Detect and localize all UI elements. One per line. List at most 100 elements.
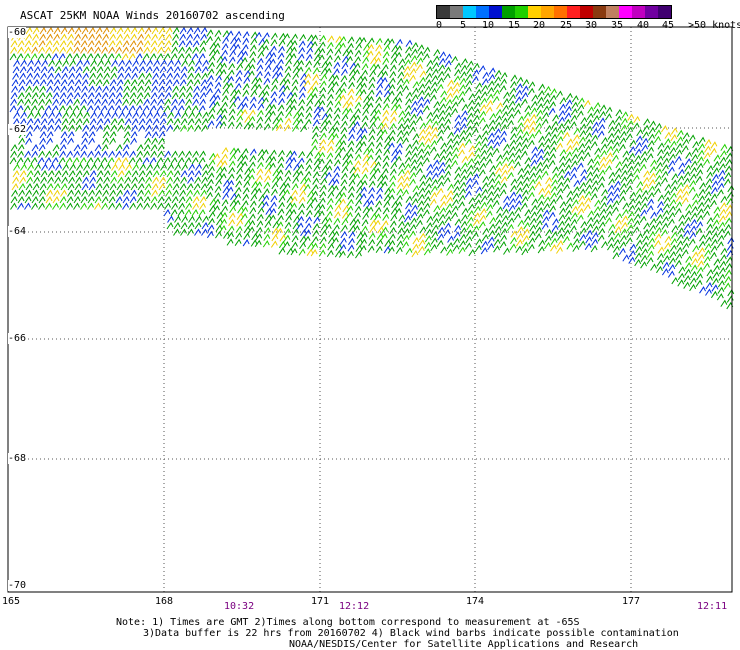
wind-barb xyxy=(396,129,404,138)
wind-barb xyxy=(242,187,250,195)
wind-barb xyxy=(670,133,678,142)
wind-barb xyxy=(480,195,488,203)
wind-barb xyxy=(223,75,230,83)
wind-barb xyxy=(405,195,413,203)
wind-barb xyxy=(96,124,103,132)
wind-barb xyxy=(227,173,235,181)
wind-barb xyxy=(143,98,150,106)
wind-barb xyxy=(39,131,47,139)
wind-barb xyxy=(670,179,678,187)
wind-barb xyxy=(355,36,363,44)
wind-barb xyxy=(417,89,425,98)
wind-barb xyxy=(452,94,459,103)
wind-barb xyxy=(250,37,258,46)
wind-barb xyxy=(697,156,704,164)
wind-barb xyxy=(311,242,319,250)
wind-barb xyxy=(515,245,523,253)
wind-barb xyxy=(104,163,111,171)
wind-barb xyxy=(257,103,265,111)
wind-barb xyxy=(409,67,417,76)
wind-barb xyxy=(451,159,458,168)
wind-barb xyxy=(132,163,139,171)
wind-barb xyxy=(131,124,138,132)
wind-barb xyxy=(136,92,144,100)
wind-barb xyxy=(712,264,720,273)
note-line-1: Note: 1) Times are GMT 2)Times along bot… xyxy=(116,617,580,628)
wind-barb xyxy=(649,224,656,232)
wind-barb xyxy=(346,101,354,109)
wind-barb xyxy=(600,201,607,210)
wind-barb xyxy=(171,196,179,204)
wind-barb xyxy=(713,206,721,214)
wind-barb xyxy=(503,195,510,203)
wind-barb xyxy=(465,229,473,237)
wind-barb xyxy=(10,150,17,158)
wind-barb xyxy=(207,68,215,76)
wind-barb xyxy=(326,93,334,102)
scale-label-0: 0 xyxy=(436,20,443,31)
wind-barb xyxy=(146,59,153,67)
wind-barb xyxy=(165,85,172,93)
wind-barb xyxy=(338,198,346,206)
wind-barb xyxy=(592,167,600,175)
wind-barb xyxy=(356,231,364,239)
wind-barb xyxy=(416,154,424,163)
wind-barb xyxy=(699,182,706,190)
wind-barb xyxy=(542,163,550,172)
wind-barb xyxy=(87,46,94,54)
wind-barb xyxy=(480,91,488,99)
wind-barb xyxy=(159,72,166,80)
wind-barb xyxy=(304,222,312,230)
wind-barb xyxy=(101,98,108,106)
wind-barb xyxy=(318,41,326,49)
wind-barb xyxy=(88,33,95,41)
wind-barb xyxy=(667,166,675,174)
wind-barb xyxy=(244,167,252,175)
wind-barb xyxy=(67,33,74,41)
wind-barb xyxy=(32,33,39,41)
wind-barb xyxy=(328,126,336,134)
wind-barb xyxy=(361,219,369,227)
wind-barb xyxy=(285,52,293,60)
wind-barb xyxy=(221,95,229,103)
wind-barb xyxy=(331,237,339,245)
wind-barb xyxy=(499,137,507,145)
wind-barb xyxy=(68,118,76,126)
wind-barb xyxy=(319,34,327,43)
wind-barb xyxy=(47,118,55,126)
wind-barb xyxy=(398,162,406,170)
wind-barb xyxy=(268,214,276,222)
wind-barb xyxy=(387,194,395,202)
wind-barb xyxy=(331,133,339,141)
wind-barb xyxy=(172,33,179,41)
wind-barb xyxy=(151,27,159,35)
wind-barb xyxy=(628,146,636,154)
wind-barb xyxy=(467,151,475,159)
wind-barb xyxy=(66,92,74,100)
wind-barb xyxy=(130,183,138,191)
wind-barb xyxy=(122,46,129,54)
wind-barb xyxy=(695,227,703,235)
wind-barb xyxy=(683,223,691,231)
wind-barb xyxy=(276,214,284,223)
wind-barb xyxy=(431,120,439,128)
wind-barb xyxy=(366,206,374,214)
wind-barb xyxy=(53,85,60,93)
wind-barb xyxy=(594,199,602,207)
wind-barb xyxy=(178,92,186,100)
wind-barb xyxy=(453,237,460,246)
wind-barb xyxy=(373,63,381,71)
note-line-3: NOAA/NESDIS/Center for Satellite Applica… xyxy=(289,639,639,650)
wind-barb xyxy=(727,184,735,193)
wind-barb xyxy=(657,246,665,254)
wind-barb xyxy=(255,174,263,183)
wind-barb xyxy=(179,33,186,41)
wind-barb xyxy=(445,99,453,107)
wind-barb xyxy=(327,243,335,251)
wind-barb xyxy=(452,198,459,207)
wind-barb xyxy=(509,93,516,102)
wind-barb xyxy=(710,290,718,299)
wind-barb xyxy=(185,196,193,204)
wind-barb xyxy=(656,155,664,163)
wind-barb xyxy=(152,124,159,132)
